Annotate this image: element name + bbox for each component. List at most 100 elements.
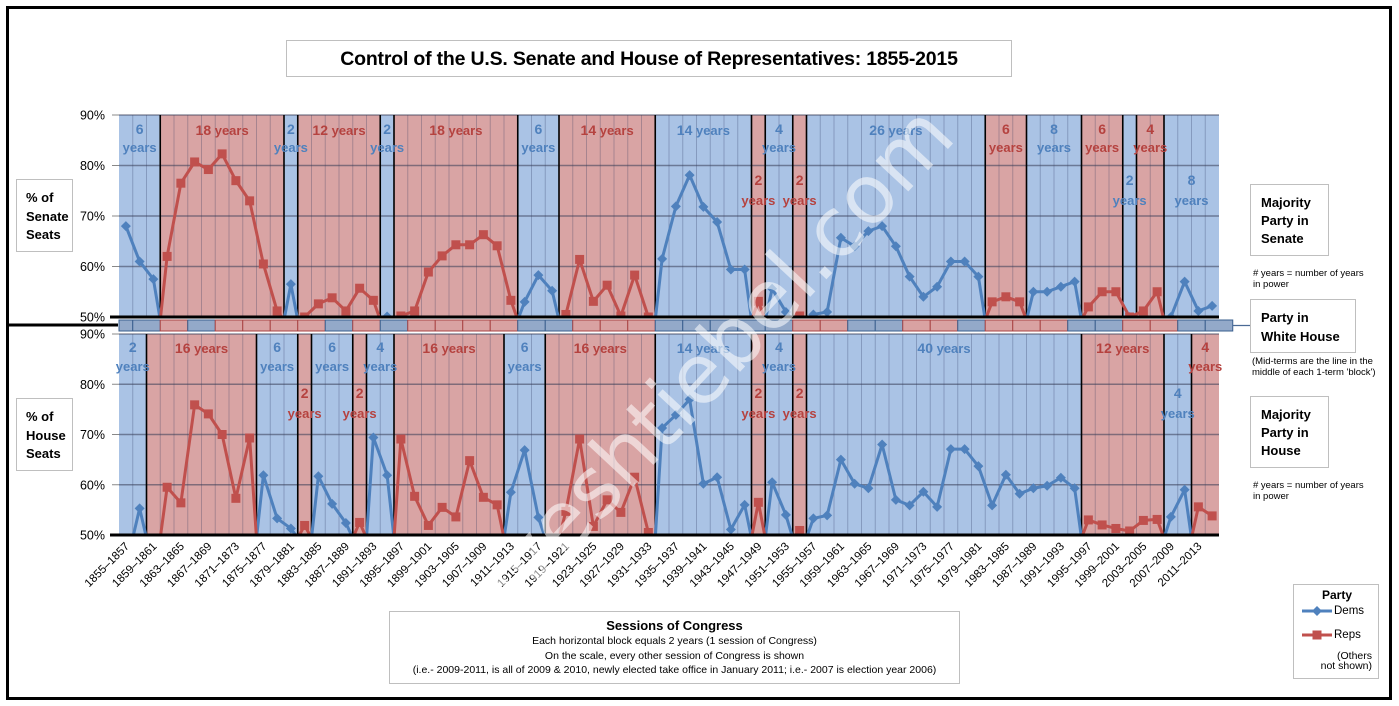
senate-majority-key: Majority Party in Senate <box>1250 184 1329 256</box>
house-dems-point <box>945 444 956 455</box>
house-reps-line-segment <box>468 459 485 499</box>
senate-reps-point <box>368 295 378 305</box>
house-dems-point <box>959 444 970 455</box>
senate-dems-point <box>285 279 296 290</box>
senate-dems-point <box>959 256 970 267</box>
house-dems-line-segment <box>509 448 527 494</box>
senate-block-label-number: 8 <box>1188 172 1196 188</box>
house-block-label-number: 2 <box>129 339 137 355</box>
senate-reps-line-segment <box>1155 290 1165 317</box>
house-block-label-number: 6 <box>521 339 529 355</box>
house-dems-point <box>1042 480 1053 491</box>
title-box: Control of the U.S. Senate and House of … <box>286 40 1012 77</box>
house-dems-point <box>973 461 984 472</box>
senate-dems-line-segment <box>935 259 953 289</box>
senate-dems-line-segment <box>1073 280 1083 317</box>
house-block-label-number: 2 <box>796 385 804 401</box>
house-dems-line-segment <box>385 473 396 535</box>
senate-reps-point <box>575 254 585 264</box>
senate-dems-line-segment <box>908 275 925 299</box>
house-reps-point <box>217 430 227 439</box>
senate-key-line: Majority <box>1261 195 1311 210</box>
senate-dems-point <box>808 309 819 317</box>
house-block-label-number: 4 <box>775 339 783 355</box>
block-label-unit: years <box>933 341 971 356</box>
house-dems-point <box>285 523 296 534</box>
senate-dems-line-segment <box>660 204 678 261</box>
white-house-term-rep <box>269 319 299 332</box>
senate-reps-point <box>176 178 186 188</box>
house-dems-line-segment <box>502 490 513 535</box>
house-block-label-unit: years <box>783 406 817 421</box>
white-house-term-rep <box>902 319 931 332</box>
house-dems-line-segment <box>990 473 1008 507</box>
senate-reps-point <box>437 251 447 261</box>
legend-note: not shown) <box>1320 660 1372 672</box>
house-dems-line-segment <box>688 397 705 486</box>
senate-reps-line-segment <box>578 257 595 303</box>
house-reps-line-segment <box>495 503 505 535</box>
senate-y-tick-label: 50% <box>80 311 105 325</box>
house-block-label-unit: years <box>508 359 542 374</box>
white-house-term-rep <box>627 319 656 332</box>
senate-reps-point <box>492 241 502 251</box>
senate-block-label-number: 6 <box>136 121 144 137</box>
senate-block-label: 12 years <box>312 122 365 138</box>
house-dems-point <box>533 512 544 523</box>
senate-block-label-unit: years <box>123 140 157 155</box>
senate-reps-point <box>423 267 433 277</box>
block-label-number: 40 <box>917 340 933 356</box>
senate-reps-point <box>465 240 475 250</box>
legend-title: Party <box>1321 588 1353 602</box>
senate-block-label-unit: years <box>370 140 404 155</box>
house-block-label-number: 2 <box>356 385 364 401</box>
senate-block-label-number: 2 <box>287 121 295 137</box>
x-axis-caption-line: On the scale, every other session of Con… <box>544 649 805 662</box>
senate-dems-line-segment <box>688 173 705 209</box>
house-reps-point <box>437 502 447 512</box>
block-label-number: 16 <box>175 340 191 356</box>
house-block-label-unit: years <box>116 359 150 374</box>
house-dems-line-segment <box>935 447 953 509</box>
senate-block-label-unit: years <box>783 193 817 208</box>
block-label-number: 12 <box>1096 340 1112 356</box>
senate-dems-point <box>822 306 833 317</box>
house-reps-point <box>231 493 241 503</box>
house-dems-point <box>725 524 736 535</box>
senate-reps-line-segment <box>248 199 265 266</box>
block-label-unit: years <box>885 123 923 138</box>
senate-dems-point <box>1028 286 1039 297</box>
senate-reps-line-segment <box>413 270 430 313</box>
senate-dems-point <box>945 256 956 267</box>
senate-block-label: 14 years <box>581 122 634 138</box>
house-reps-point <box>588 521 598 531</box>
white-house-term-rep <box>1149 319 1179 332</box>
senate-reps-point <box>245 196 255 206</box>
senate-block-label-unit: years <box>1133 140 1167 155</box>
senate-reps-point <box>313 299 323 309</box>
white-house-term-dem <box>874 319 904 332</box>
white-house-term-dem <box>1204 319 1234 332</box>
house-reps-point <box>575 434 585 444</box>
house-reps-point <box>203 409 213 419</box>
senate-reps-point <box>300 312 310 317</box>
senate-block-label-unit: years <box>762 140 796 155</box>
white-house-term-rep <box>984 319 1014 332</box>
senate-block-label-unit: years <box>1175 193 1209 208</box>
house-key-note: # years = number of years in power <box>1253 480 1364 502</box>
block-label-number: 14 <box>677 122 693 138</box>
senate-reps-line-segment <box>495 244 513 302</box>
house-block-label-number: 2 <box>301 385 309 401</box>
senate-block-label-unit: years <box>274 140 308 155</box>
house-dems-point <box>932 501 943 512</box>
block-label-unit: years <box>328 123 366 138</box>
house-reps-point <box>478 492 488 502</box>
legend-dems-marker <box>1312 606 1322 616</box>
house-dems-line-segment <box>523 448 540 519</box>
legend-reps-marker <box>1312 630 1322 640</box>
white-house-term-rep <box>929 319 959 332</box>
house-reps-point <box>753 497 763 507</box>
senate-dems-point <box>148 274 159 285</box>
senate-dems-line-segment <box>654 257 664 317</box>
